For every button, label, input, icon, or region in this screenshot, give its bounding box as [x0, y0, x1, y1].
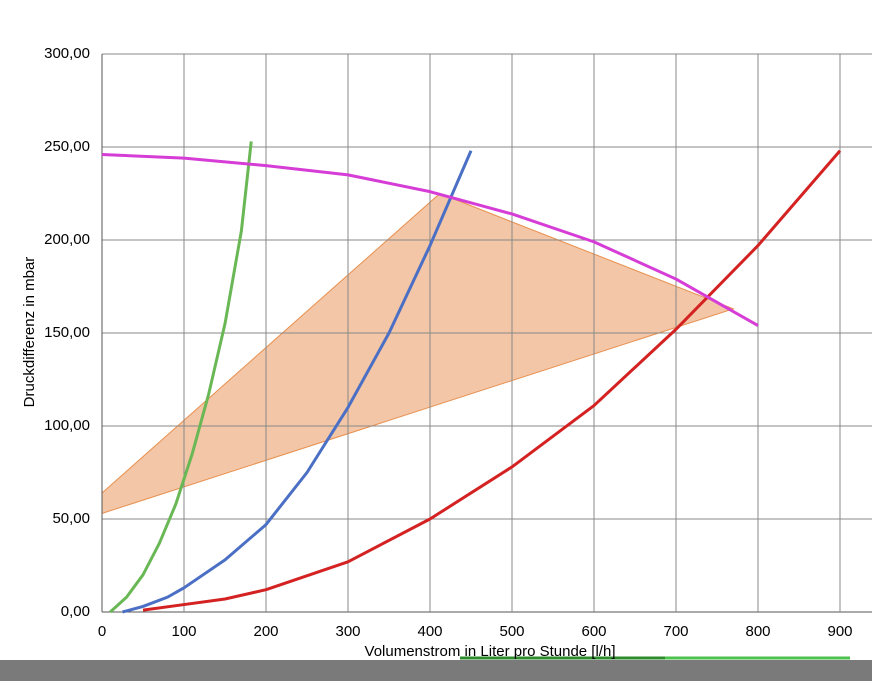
x-tick-label: 600 — [581, 623, 606, 640]
x-tick-label: 500 — [499, 623, 524, 640]
y-tick-label: 300,00 — [44, 45, 90, 62]
x-tick-label: 800 — [745, 623, 770, 640]
y-axis-label: Druckdifferenz in mbar — [21, 257, 38, 408]
y-tick-label: 100,00 — [44, 417, 90, 434]
y-tick-label: 150,00 — [44, 324, 90, 341]
series-line — [101, 152, 759, 327]
x-axis-label: Volumenstrom in Liter pro Stunde [l/h] — [365, 643, 616, 660]
x-tick-label: 200 — [253, 623, 278, 640]
x-tick-label: 700 — [663, 623, 688, 640]
y-tick-label: 50,00 — [52, 510, 90, 527]
series-line — [142, 149, 842, 612]
y-tick-label: 0,00 — [61, 603, 90, 620]
bottom-bar — [0, 660, 872, 681]
x-tick-label: 400 — [417, 623, 442, 640]
y-tick-label: 200,00 — [44, 231, 90, 248]
series-line — [109, 141, 253, 614]
x-tick-label: 300 — [335, 623, 360, 640]
x-tick-label: 100 — [171, 623, 196, 640]
x-tick-label: 900 — [827, 623, 852, 640]
series-line — [122, 150, 473, 614]
shaded-area — [101, 192, 735, 515]
y-tick-label: 250,00 — [44, 138, 90, 155]
x-tick-label: 0 — [98, 623, 106, 640]
